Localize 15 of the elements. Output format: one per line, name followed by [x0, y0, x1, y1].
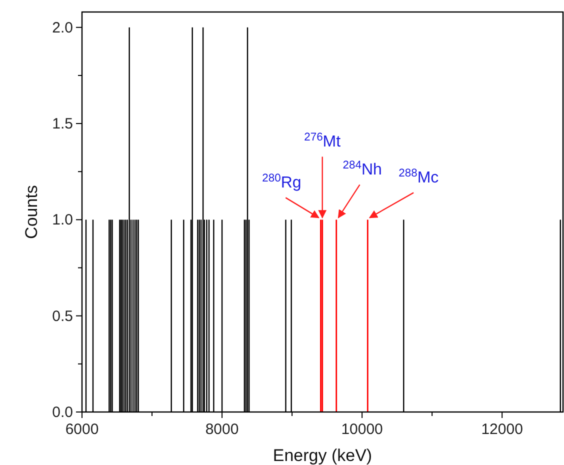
y-tick-label: 1.0 [52, 212, 73, 229]
y-tick-label: 1.5 [52, 116, 73, 133]
annotation: $^{288}$Mc [398, 168, 439, 187]
annotation: $^{284}$Nh [342, 160, 382, 179]
x-tick-label: 10000 [341, 421, 383, 438]
x-tick-label: 8000 [205, 421, 239, 438]
y-tick-label: 0.0 [52, 404, 73, 421]
y-axis-title: Counts [22, 185, 41, 239]
x-axis-title: Energy (keV) [272, 446, 372, 465]
x-tick-label: 6000 [65, 421, 99, 438]
y-tick-label: 0.5 [52, 308, 73, 325]
annotation: $^{280}$Rg [262, 172, 302, 192]
annotation: $^{276}$Mt [304, 132, 342, 151]
x-tick-label: 12000 [481, 421, 523, 438]
y-tick-label: 2.0 [52, 19, 73, 36]
